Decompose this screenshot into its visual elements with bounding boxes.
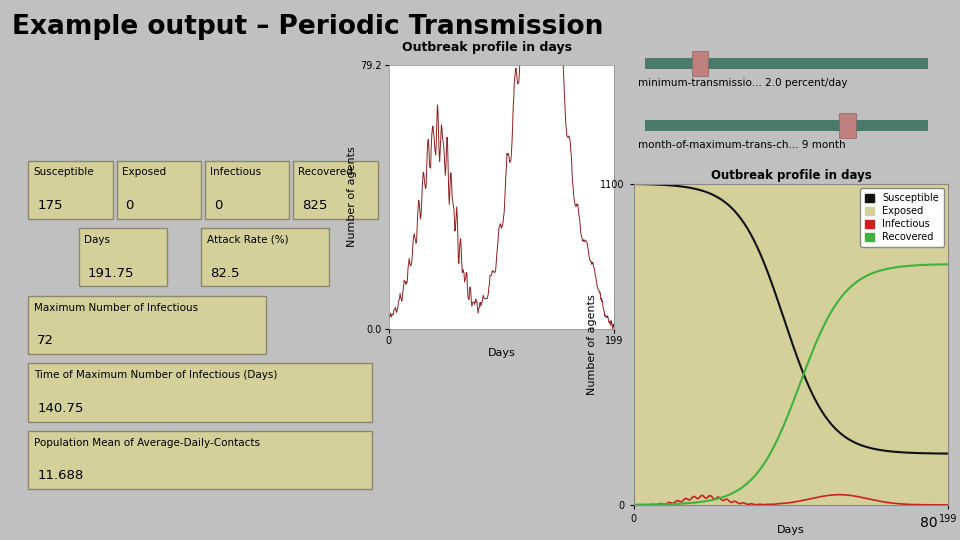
Bar	[28, 431, 372, 489]
Y-axis label: Number of agents: Number of agents	[348, 147, 357, 247]
Text: 0: 0	[214, 199, 222, 212]
Bar	[202, 228, 329, 286]
Text: Susceptible: Susceptible	[34, 167, 94, 178]
Text: Infectious: Infectious	[210, 167, 261, 178]
Bar	[645, 120, 928, 131]
Bar	[204, 161, 289, 219]
Text: 140.75: 140.75	[37, 402, 84, 415]
Text: Time of Maximum Number of Infectious (Days): Time of Maximum Number of Infectious (Da…	[34, 370, 277, 380]
Bar	[293, 161, 377, 219]
Text: Recovered: Recovered	[299, 167, 353, 178]
Text: Maximum Number of Infectious: Maximum Number of Infectious	[34, 302, 198, 313]
Legend: Susceptible, Exposed, Infectious, Recovered: Susceptible, Exposed, Infectious, Recove…	[859, 188, 944, 247]
Bar	[116, 161, 202, 219]
Text: Example output – Periodic Transmission: Example output – Periodic Transmission	[12, 14, 603, 39]
Bar	[28, 296, 266, 354]
Text: 0: 0	[126, 199, 133, 212]
Bar	[839, 113, 855, 138]
Text: 80: 80	[921, 516, 938, 530]
Text: 191.75: 191.75	[87, 267, 134, 280]
Text: 175: 175	[37, 199, 62, 212]
Text: Outbreak profile in days: Outbreak profile in days	[402, 40, 572, 53]
Bar	[79, 228, 167, 286]
Bar	[645, 58, 928, 69]
Bar	[28, 363, 372, 422]
Text: minimum-transmissio... 2.0 percent/day: minimum-transmissio... 2.0 percent/day	[638, 78, 848, 88]
Text: Exposed: Exposed	[122, 167, 166, 178]
Text: Attack Rate (%): Attack Rate (%)	[206, 235, 288, 245]
Title: Outbreak profile in days: Outbreak profile in days	[710, 170, 872, 183]
Text: month-of-maximum-trans-ch... 9 month: month-of-maximum-trans-ch... 9 month	[638, 140, 846, 150]
Text: Population Mean of Average-Daily-Contacts: Population Mean of Average-Daily-Contact…	[34, 437, 260, 448]
X-axis label: Days: Days	[488, 348, 516, 357]
Bar	[691, 51, 708, 76]
Text: 825: 825	[301, 199, 327, 212]
Text: 72: 72	[37, 334, 55, 347]
Bar	[28, 161, 113, 219]
Text: 11.688: 11.688	[37, 469, 84, 482]
Text: Days: Days	[84, 235, 110, 245]
X-axis label: Days: Days	[778, 525, 804, 535]
Y-axis label: Number of agents: Number of agents	[588, 294, 597, 395]
Text: 82.5: 82.5	[210, 267, 240, 280]
